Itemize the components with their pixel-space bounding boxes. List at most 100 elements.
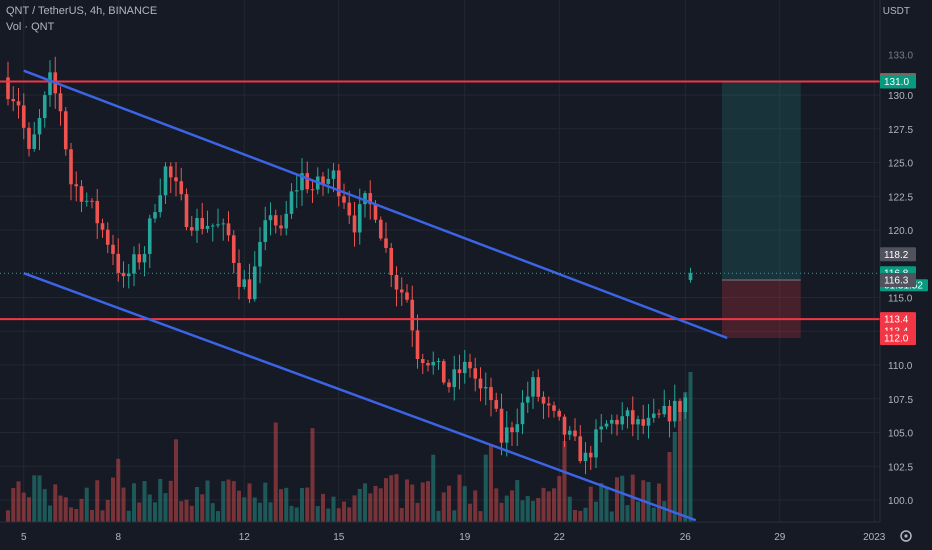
candle-body bbox=[69, 149, 73, 185]
channel-line-lower bbox=[23, 272, 697, 522]
volume-bar bbox=[53, 484, 58, 522]
candle bbox=[431, 351, 436, 375]
price-axis-tick: 127.5 bbox=[888, 125, 913, 136]
candle-body bbox=[594, 429, 598, 458]
candle-body bbox=[126, 273, 131, 277]
candle-body bbox=[394, 275, 399, 290]
volume-bar bbox=[636, 501, 640, 522]
settings-gear-icon[interactable] bbox=[900, 530, 912, 542]
volume-bar bbox=[58, 495, 63, 522]
candle bbox=[384, 222, 388, 253]
price-label-bg bbox=[880, 247, 916, 262]
candle-body bbox=[457, 369, 462, 374]
candle-body bbox=[525, 396, 530, 403]
candle-body bbox=[179, 181, 184, 195]
volume-bar bbox=[562, 441, 567, 522]
candle-body bbox=[48, 72, 52, 96]
candle bbox=[179, 167, 184, 201]
candle-body bbox=[546, 403, 551, 406]
volume-indicator-label[interactable]: Vol · QNT bbox=[6, 21, 55, 33]
candle-body bbox=[210, 225, 215, 227]
volume-bar bbox=[657, 483, 661, 522]
volume-bar bbox=[63, 497, 68, 522]
candle bbox=[499, 393, 504, 456]
volume-bar bbox=[153, 502, 157, 522]
candle bbox=[105, 222, 110, 254]
candle-body bbox=[599, 426, 604, 430]
candle bbox=[42, 91, 47, 128]
candle bbox=[473, 357, 478, 392]
volume-bar bbox=[552, 488, 556, 522]
price-label-text: 131.0 bbox=[884, 77, 909, 88]
candle bbox=[441, 358, 446, 385]
price-axis-tick: 120.0 bbox=[888, 226, 913, 237]
price-label-bg bbox=[880, 312, 916, 327]
volume-bar bbox=[399, 508, 404, 522]
candle-body bbox=[499, 408, 504, 443]
volume-bar bbox=[468, 503, 472, 522]
candle bbox=[531, 371, 535, 409]
volume-bar bbox=[116, 458, 121, 522]
candle-body bbox=[310, 189, 315, 191]
candle-body bbox=[620, 416, 625, 425]
candle-body bbox=[258, 241, 262, 267]
volume-bar bbox=[315, 506, 320, 522]
candle-body bbox=[531, 377, 535, 397]
candle-body bbox=[63, 111, 68, 150]
candle bbox=[284, 200, 289, 236]
candle bbox=[462, 350, 467, 384]
volume-bar bbox=[588, 486, 593, 522]
volume-bar bbox=[583, 507, 588, 522]
price-axis-tick: 125.0 bbox=[888, 159, 913, 170]
candle bbox=[636, 415, 640, 441]
candle-body bbox=[21, 105, 26, 128]
candle bbox=[231, 230, 236, 274]
candle bbox=[583, 441, 588, 475]
candle-body bbox=[489, 387, 493, 401]
candle-body bbox=[510, 427, 514, 433]
volume-bar bbox=[494, 488, 499, 522]
candle-body bbox=[347, 202, 352, 216]
candle bbox=[79, 180, 84, 213]
volume-bar bbox=[273, 422, 278, 522]
price-axis-tick: 107.5 bbox=[888, 395, 913, 406]
candle-body bbox=[58, 93, 63, 112]
candle bbox=[153, 204, 157, 223]
volume-bar bbox=[205, 480, 210, 522]
candle-body bbox=[504, 427, 509, 443]
candle-body bbox=[378, 219, 383, 239]
candle bbox=[84, 192, 89, 207]
candle-body bbox=[6, 77, 10, 100]
currency-label: USDT bbox=[882, 6, 910, 17]
candle-body bbox=[436, 361, 441, 363]
candle-body bbox=[95, 200, 100, 224]
candle bbox=[515, 408, 520, 446]
candle bbox=[405, 284, 409, 303]
candle-body bbox=[195, 218, 199, 231]
candle bbox=[163, 162, 168, 205]
candle-body bbox=[641, 419, 646, 426]
candle-body bbox=[27, 127, 31, 149]
symbol-title[interactable]: QNT / TetherUS, 4h, BINANCE bbox=[6, 5, 158, 17]
candle bbox=[69, 142, 73, 201]
volume-bar bbox=[252, 497, 257, 522]
candle bbox=[436, 357, 441, 370]
volume-bar bbox=[11, 488, 16, 522]
candle-body bbox=[688, 273, 693, 280]
candle bbox=[667, 400, 672, 438]
candle-body bbox=[373, 204, 378, 220]
candle bbox=[672, 384, 677, 428]
candle bbox=[48, 60, 52, 107]
candle-body bbox=[462, 361, 467, 374]
candle bbox=[426, 359, 430, 372]
candle-body bbox=[100, 223, 105, 230]
volume-bar bbox=[504, 495, 509, 522]
volume-bar bbox=[510, 490, 514, 522]
candle-body bbox=[636, 419, 640, 425]
candle bbox=[557, 408, 562, 421]
candle bbox=[58, 86, 63, 126]
price-axis-tick: 130.0 bbox=[888, 91, 913, 102]
candle-body bbox=[132, 254, 136, 274]
candle-body bbox=[483, 387, 488, 389]
